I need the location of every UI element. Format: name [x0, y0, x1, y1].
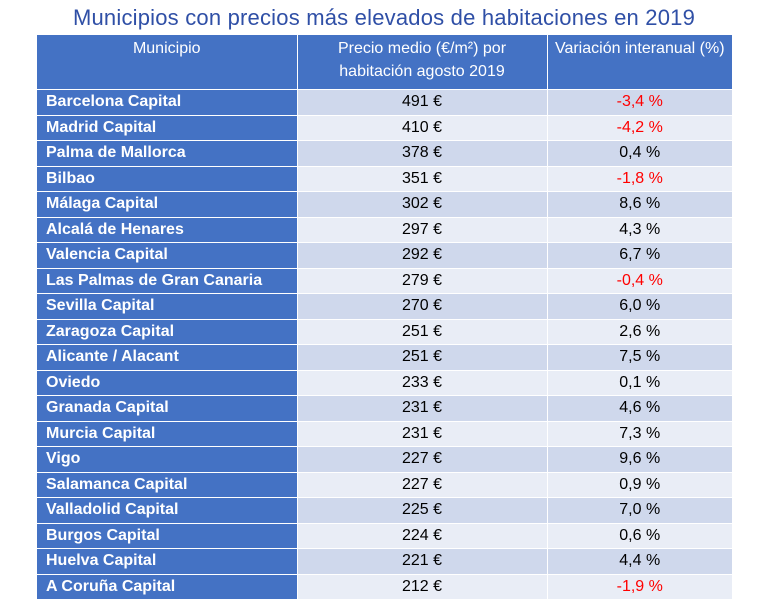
table-row: Málaga Capital 302 €8,6 %: [37, 191, 732, 217]
table-row: Palma de Mallorca 378 €0,4 %: [37, 140, 732, 166]
cell-variacion: 0,6 %: [547, 522, 732, 549]
cell-variacion: -3,4 %: [547, 89, 732, 115]
table-row: Alicante / Alacant 251 €7,5 %: [37, 344, 732, 370]
table-row: Murcia Capital 231 €7,3 %: [37, 420, 732, 447]
cell-municipio: Zaragoza Capital: [37, 318, 298, 345]
cell-municipio: Burgos Capital: [37, 522, 298, 549]
cell-precio: 251 €: [297, 318, 548, 345]
cell-variacion: 4,6 %: [547, 395, 732, 421]
cell-variacion: 2,6 %: [547, 318, 732, 345]
cell-municipio: Palma de Mallorca: [37, 140, 298, 166]
table-row: Valencia Capital 292 €6,7 %: [37, 242, 732, 268]
cell-precio: 270 €: [297, 293, 548, 319]
cell-variacion: 8,6 %: [547, 191, 732, 217]
header-variacion: Variación interanual (%): [547, 35, 732, 90]
cell-variacion: 7,3 %: [547, 420, 732, 447]
table-row: Burgos Capital 224 €0,6 %: [37, 522, 732, 549]
cell-variacion: 0,4 %: [547, 140, 732, 166]
cell-variacion: -4,2 %: [547, 114, 732, 141]
cell-municipio: A Coruña Capital: [37, 573, 298, 599]
cell-precio: 410 €: [297, 114, 548, 141]
cell-variacion: -0,4 %: [547, 267, 732, 294]
table-row: Vigo 227 €9,6 %: [37, 446, 732, 472]
cell-variacion: 6,0 %: [547, 293, 732, 319]
table-row: A Coruña Capital 212 € -1,9 %: [37, 573, 732, 599]
table-row: Bilbao 351 € -1,8 %: [37, 165, 732, 192]
cell-municipio: Las Palmas de Gran Canaria: [37, 267, 298, 294]
cell-precio: 212 €: [297, 573, 548, 599]
table-row: Salamanca Capital 227 €0,9 %: [37, 471, 732, 498]
table-row: Barcelona Capital 491 € -3,4 %: [37, 89, 732, 115]
cell-precio: 227 €: [297, 471, 548, 498]
cell-precio: 225 €: [297, 497, 548, 523]
cell-variacion: -1,9 %: [547, 573, 732, 599]
cell-municipio: Vigo: [37, 446, 298, 472]
cell-municipio: Bilbao: [37, 165, 298, 192]
header-precio: Precio medio (€/m²) por habitación agost…: [297, 35, 548, 90]
cell-municipio: Oviedo: [37, 369, 298, 396]
cell-variacion: 4,3 %: [547, 216, 732, 243]
cell-municipio: Sevilla Capital: [37, 293, 298, 319]
table-row: Oviedo 233 €0,1 %: [37, 369, 732, 396]
table-row: Alcalá de Henares 297 €4,3 %: [37, 216, 732, 243]
cell-precio: 233 €: [297, 369, 548, 396]
cell-variacion: 6,7 %: [547, 242, 732, 268]
cell-municipio: Alcalá de Henares: [37, 216, 298, 243]
table-row: Huelva Capital 221 €4,4 %: [37, 548, 732, 574]
cell-variacion: -1,8 %: [547, 165, 732, 192]
cell-municipio: Valladolid Capital: [37, 497, 298, 523]
cell-municipio: Granada Capital: [37, 395, 298, 421]
cell-precio: 221 €: [297, 548, 548, 574]
prices-table: Municipio Precio medio (€/m²) por habita…: [37, 35, 732, 599]
cell-variacion: 7,0 %: [547, 497, 732, 523]
page-title: Municipios con precios más elevados de h…: [72, 5, 696, 30]
table-row: Granada Capital 231 €4,6 %: [37, 395, 732, 421]
table-row: Madrid Capital 410 € -4,2 %: [37, 114, 732, 141]
header-municipio: Municipio: [37, 35, 298, 90]
cell-precio: 302 €: [297, 191, 548, 217]
table-row: Valladolid Capital 225 €7,0 %: [37, 497, 732, 523]
cell-precio: 251 €: [297, 344, 548, 370]
cell-municipio: Madrid Capital: [37, 114, 298, 141]
table-row: Sevilla Capital 270 €6,0 %: [37, 293, 732, 319]
cell-precio: 227 €: [297, 446, 548, 472]
cell-precio: 292 €: [297, 242, 548, 268]
table-row: Las Palmas de Gran Canaria 279 € -0,4 %: [37, 267, 732, 294]
cell-variacion: 0,9 %: [547, 471, 732, 498]
cell-precio: 351 €: [297, 165, 548, 192]
cell-municipio: Alicante / Alacant: [37, 344, 298, 370]
cell-precio: 231 €: [297, 395, 548, 421]
cell-precio: 224 €: [297, 522, 548, 549]
cell-precio: 491 €: [297, 89, 548, 115]
cell-variacion: 7,5 %: [547, 344, 732, 370]
cell-precio: 378 €: [297, 140, 548, 166]
cell-precio: 231 €: [297, 420, 548, 447]
cell-precio: 297 €: [297, 216, 548, 243]
cell-variacion: 9,6 %: [547, 446, 732, 472]
table-row: Zaragoza Capital 251 €2,6 %: [37, 318, 732, 345]
cell-precio: 279 €: [297, 267, 548, 294]
table-header-row: Municipio Precio medio (€/m²) por habita…: [37, 35, 732, 90]
cell-municipio: Málaga Capital: [37, 191, 298, 217]
cell-municipio: Salamanca Capital: [37, 471, 298, 498]
cell-municipio: Barcelona Capital: [37, 89, 298, 115]
cell-municipio: Huelva Capital: [37, 548, 298, 574]
cell-municipio: Valencia Capital: [37, 242, 298, 268]
cell-variacion: 4,4 %: [547, 548, 732, 574]
table-body: Barcelona Capital 491 € -3,4 % Madrid Capit…: [37, 89, 732, 599]
cell-municipio: Murcia Capital: [37, 420, 298, 447]
cell-variacion: 0,1 %: [547, 369, 732, 396]
